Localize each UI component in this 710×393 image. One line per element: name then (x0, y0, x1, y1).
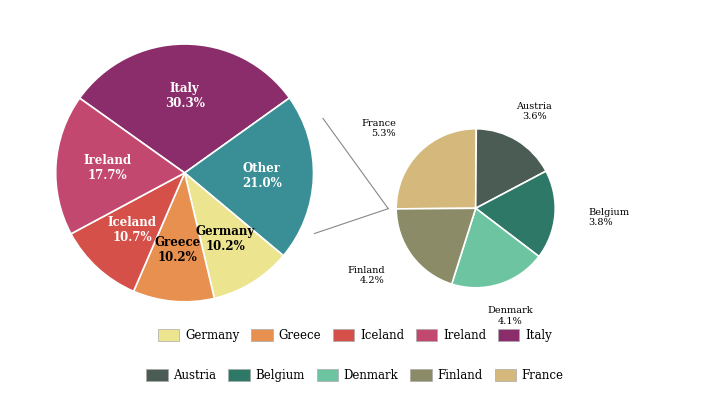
Text: Other
21.0%: Other 21.0% (242, 162, 282, 190)
Wedge shape (452, 208, 539, 288)
Text: Belgium
3.8%: Belgium 3.8% (589, 208, 629, 227)
Legend: Austria, Belgium, Denmark, Finland, France: Austria, Belgium, Denmark, Finland, Fran… (141, 365, 569, 387)
Wedge shape (476, 129, 546, 208)
Text: Greece
10.2%: Greece 10.2% (155, 236, 201, 264)
Wedge shape (133, 173, 214, 302)
Wedge shape (396, 129, 476, 209)
Text: Germany
10.2%: Germany 10.2% (195, 225, 255, 253)
Wedge shape (55, 98, 185, 234)
Text: Austria
3.6%: Austria 3.6% (516, 102, 552, 121)
Text: Iceland
10.7%: Iceland 10.7% (107, 216, 156, 244)
Wedge shape (71, 173, 185, 291)
Wedge shape (396, 208, 476, 284)
Text: Ireland
17.7%: Ireland 17.7% (83, 154, 131, 182)
Wedge shape (80, 44, 290, 173)
Wedge shape (476, 171, 555, 257)
Text: Finland
4.2%: Finland 4.2% (347, 266, 385, 285)
Text: Denmark
4.1%: Denmark 4.1% (487, 306, 532, 326)
Wedge shape (185, 173, 283, 298)
Wedge shape (185, 98, 314, 256)
Text: Italy
30.3%: Italy 30.3% (165, 82, 204, 110)
Text: France
5.3%: France 5.3% (361, 119, 396, 138)
